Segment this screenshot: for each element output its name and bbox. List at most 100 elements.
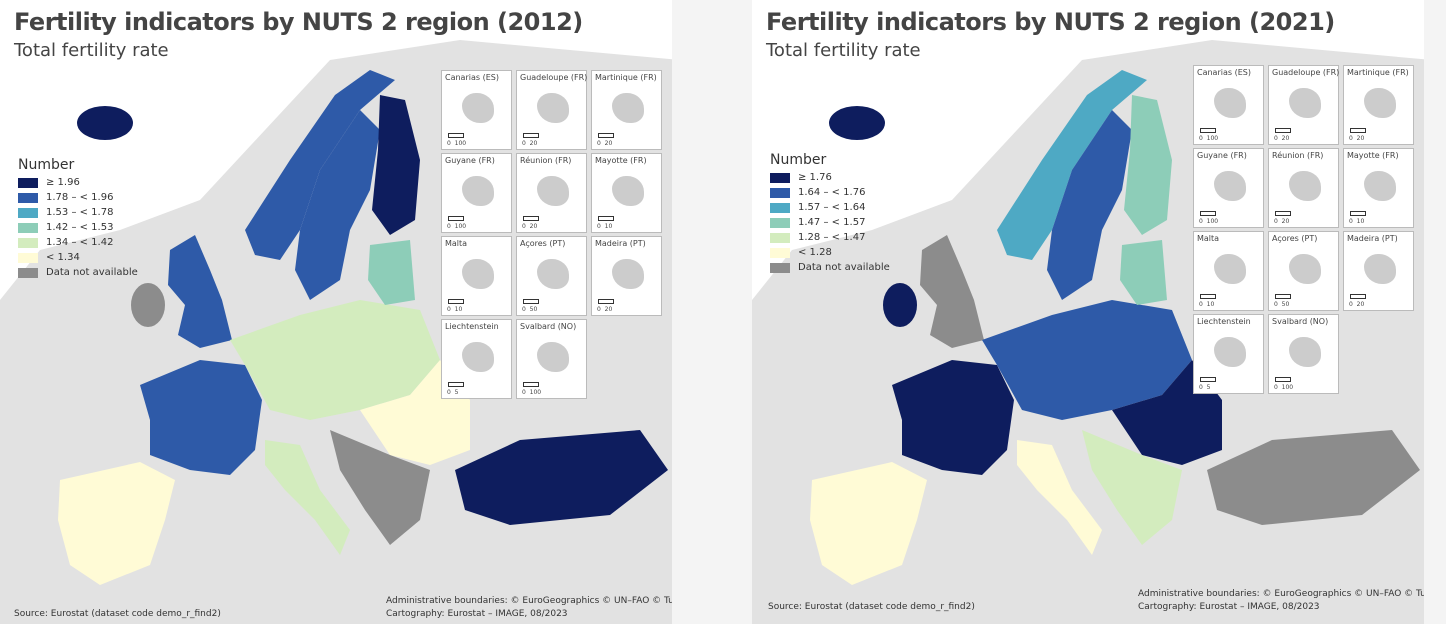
scale-label: 0 20: [1349, 135, 1365, 142]
inset-name: Liechtenstein: [445, 322, 499, 331]
legend-item: < 1.28: [770, 245, 890, 260]
legend-label: 1.57 – < 1.64: [798, 202, 866, 213]
legend-swatch: [18, 267, 38, 278]
legend-swatch: [770, 262, 790, 273]
scale-bar: [1200, 128, 1216, 133]
inset-land: [1289, 337, 1321, 367]
legend-item: 1.53 – < 1.78: [18, 205, 138, 220]
scale-label: 0 10: [447, 306, 463, 313]
inset-map: Svalbard (NO) 0 100: [516, 319, 587, 399]
inset-name: Guadeloupe (FR): [1272, 68, 1340, 77]
credit: Administrative boundaries: © EuroGeograp…: [1138, 589, 1424, 599]
scale-label: 0 10: [597, 223, 613, 230]
map-title: Fertility indicators by NUTS 2 region (2…: [14, 8, 583, 36]
inset-map: Martinique (FR) 0 20: [1343, 65, 1414, 145]
legend-item: Data not available: [770, 260, 890, 275]
scale-label: 0 10: [1199, 301, 1215, 308]
inset-land: [537, 342, 569, 372]
inset-name: Réunion (FR): [1272, 151, 1324, 160]
inset-land: [1364, 254, 1396, 284]
legend-swatch: [18, 192, 38, 203]
inset-land: [1289, 88, 1321, 118]
scale-bar: [523, 299, 539, 304]
legend-item: 1.78 – < 1.96: [18, 190, 138, 205]
legend-label: 1.34 – < 1.42: [46, 237, 114, 248]
inset-name: Mayotte (FR): [595, 156, 647, 165]
legend-swatch: [18, 222, 38, 233]
inset-map: Liechtenstein 0 5: [1193, 314, 1264, 394]
inset-map: Madeira (PT) 0 20: [1343, 231, 1414, 311]
map-title: Fertility indicators by NUTS 2 region (2…: [766, 8, 1335, 36]
inset-land: [1214, 254, 1246, 284]
legend-item: 1.28 – < 1.47: [770, 230, 890, 245]
inset-name: Canarias (ES): [445, 73, 499, 82]
region: [883, 283, 917, 327]
legend-label: ≥ 1.76: [798, 172, 832, 183]
scale-bar: [523, 133, 539, 138]
legend-item: Data not available: [18, 265, 138, 280]
inset-name: Svalbard (NO): [1272, 317, 1329, 326]
inset-land: [462, 259, 494, 289]
region: [131, 283, 165, 327]
inset-map: Açores (PT) 0 50: [1268, 231, 1339, 311]
inset-land: [537, 93, 569, 123]
scale-label: 0 100: [1274, 384, 1294, 391]
legend-label: 1.64 – < 1.76: [798, 187, 866, 198]
legend-swatch: [18, 237, 38, 248]
inset-map: Liechtenstein 0 5: [441, 319, 512, 399]
legend-label: 1.47 – < 1.57: [798, 217, 866, 228]
legend-swatch: [770, 232, 790, 243]
inset-map: Réunion (FR) 0 20: [516, 153, 587, 233]
scale-label: 0 20: [597, 140, 613, 147]
region: [829, 106, 885, 140]
source: Source: Eurostat (dataset code demo_r_fi…: [768, 602, 975, 612]
legend-label: Data not available: [46, 267, 138, 278]
legend: Number ≥ 1.96 1.78 – < 1.96 1.53 – < 1.78 1.…: [18, 157, 138, 280]
scale-label: 0 10: [1349, 218, 1365, 225]
legend-swatch: [770, 217, 790, 228]
legend-swatch: [770, 172, 790, 183]
legend-item: ≥ 1.76: [770, 170, 890, 185]
scale-bar: [1350, 211, 1366, 216]
inset-name: Martinique (FR): [1347, 68, 1409, 77]
scale-bar: [1200, 211, 1216, 216]
scale-label: 0 5: [1199, 384, 1211, 391]
scale-label: 0 100: [1199, 135, 1219, 142]
legend-item: 1.57 – < 1.64: [770, 200, 890, 215]
inset-map: Madeira (PT) 0 20: [591, 236, 662, 316]
legend-title: Number: [18, 157, 75, 173]
inset-name: Guyane (FR): [1197, 151, 1247, 160]
scale-bar: [1275, 128, 1291, 133]
legend-label: 1.42 – < 1.53: [46, 222, 114, 233]
legend-item: 1.64 – < 1.76: [770, 185, 890, 200]
scale-label: 0 100: [447, 223, 467, 230]
scale-bar: [523, 216, 539, 221]
legend-item: 1.47 – < 1.57: [770, 215, 890, 230]
legend-swatch: [770, 247, 790, 258]
legend-label: Data not available: [798, 262, 890, 273]
inset-name: Açores (PT): [1272, 234, 1318, 243]
scale-label: 0 20: [597, 306, 613, 313]
inset-name: Mayotte (FR): [1347, 151, 1399, 160]
scale-bar: [598, 133, 614, 138]
inset-name: Açores (PT): [520, 239, 566, 248]
inset-name: Madeira (PT): [1347, 234, 1398, 243]
scale-bar: [1275, 294, 1291, 299]
scale-bar: [448, 216, 464, 221]
inset-land: [612, 176, 644, 206]
inset-name: Martinique (FR): [595, 73, 657, 82]
inset-map: Martinique (FR) 0 20: [591, 70, 662, 150]
inset-land: [1364, 88, 1396, 118]
inset-map: Mayotte (FR) 0 10: [591, 153, 662, 233]
legend-label: 1.28 – < 1.47: [798, 232, 866, 243]
inset-map: Svalbard (NO) 0 100: [1268, 314, 1339, 394]
scale-bar: [448, 382, 464, 387]
inset-map: Mayotte (FR) 0 10: [1343, 148, 1414, 228]
region: [77, 106, 133, 140]
inset-name: Malta: [445, 239, 468, 248]
inset-map: Canarias (ES) 0 100: [1193, 65, 1264, 145]
inset-land: [1214, 337, 1246, 367]
inset-name: Canarias (ES): [1197, 68, 1251, 77]
scale-bar: [1350, 128, 1366, 133]
inset-land: [1214, 171, 1246, 201]
